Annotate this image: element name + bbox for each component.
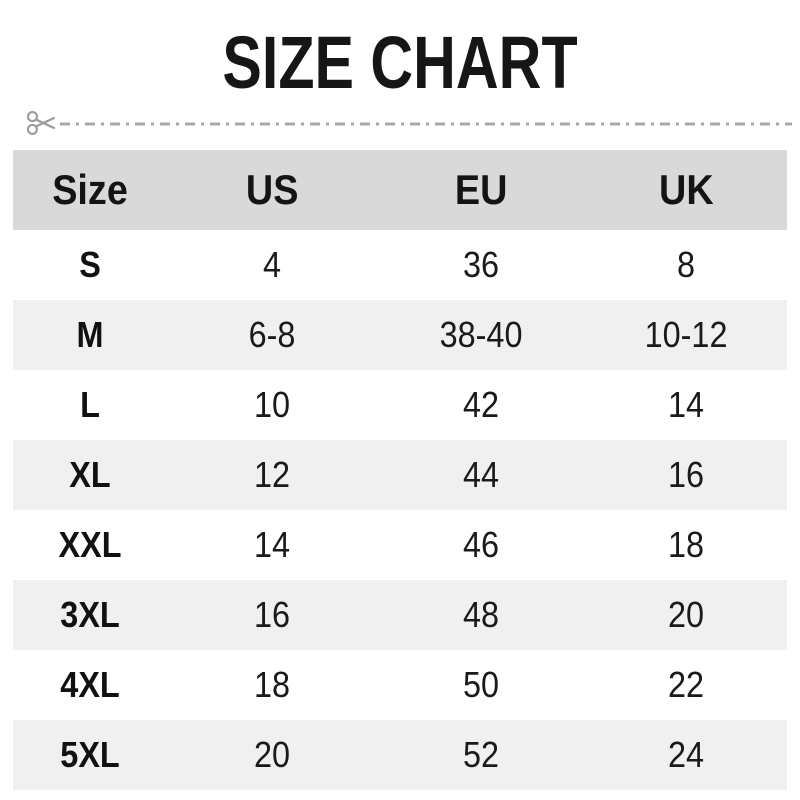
table-row-s: S 4 36 8 [13,230,787,300]
dashed-cut-rule [60,122,792,126]
cell-text: 52 [463,734,500,775]
size-cell: M [13,300,168,370]
value-cell: 20 [586,580,787,650]
value-cell: 10 [168,370,377,440]
value-cell: 36 [377,230,586,300]
value-cell: 16 [168,580,377,650]
value-cell: 22 [586,650,787,720]
size-cell: XL [13,440,168,510]
size-table-head: Size US EU UK [13,150,787,230]
cell-text: Size [52,166,129,213]
scissors-icon [26,111,56,135]
table-row-xl: XL 12 44 16 [13,440,787,510]
cell-text: 14 [668,384,705,425]
cell-text: EU [454,166,508,213]
cell-text: 20 [254,734,291,775]
size-cell: L [13,370,168,440]
table-row-5xl: 5XL 20 52 24 [13,720,787,790]
value-cell: 52 [377,720,586,790]
cell-text: 8 [677,244,696,285]
cell-text: 4 [263,244,282,285]
header-row: Size US EU UK [13,150,787,230]
cell-text: 20 [668,594,705,635]
cell-text: 14 [254,524,291,565]
column-header-uk: UK [586,150,787,230]
table-row-3xl: 3XL 16 48 20 [13,580,787,650]
size-table-body: S 4 36 8 M 6-8 38-40 10-12 L 10 42 14 XL 12 44 16 XXL 14 4… [13,230,787,790]
value-cell: 48 [377,580,586,650]
value-cell: 14 [586,370,787,440]
value-cell: 18 [168,650,377,720]
value-cell: 12 [168,440,377,510]
page-title: SIZE CHART [222,21,578,104]
cell-text: 3XL [60,594,121,635]
column-header-us: US [168,150,377,230]
value-cell: 10-12 [586,300,787,370]
cell-text: UK [659,166,714,213]
cell-text: 44 [463,454,500,495]
value-cell: 4 [168,230,377,300]
table-row-l: L 10 42 14 [13,370,787,440]
cell-text: 6-8 [248,314,296,355]
cell-text: 46 [463,524,500,565]
size-table-container: Size US EU UK S 4 36 8 M 6-8 38-40 10-12 L 10 42 14 XL 1… [13,150,787,790]
cell-text: 18 [668,524,705,565]
cut-line [26,106,792,140]
value-cell: 6-8 [168,300,377,370]
cell-text: US [246,166,299,213]
value-cell: 24 [586,720,787,790]
value-cell: 50 [377,650,586,720]
size-chart-table: Size US EU UK S 4 36 8 M 6-8 38-40 10-12 L 10 42 14 XL 1… [13,150,787,790]
size-cell: 3XL [13,580,168,650]
column-header-size: Size [13,150,168,230]
cell-text: 48 [463,594,500,635]
cell-text: 50 [463,664,500,705]
cell-text: 10-12 [644,314,728,355]
table-row-xxl: XXL 14 46 18 [13,510,787,580]
size-cell: XXL [13,510,168,580]
table-row-4xl: 4XL 18 50 22 [13,650,787,720]
value-cell: 14 [168,510,377,580]
cell-text: 16 [254,594,291,635]
value-cell: 38-40 [377,300,586,370]
value-cell: 42 [377,370,586,440]
cell-text: L [80,384,101,425]
size-cell: S [13,230,168,300]
cell-text: 18 [254,664,291,705]
value-cell: 20 [168,720,377,790]
cell-text: 36 [463,244,500,285]
cell-text: 12 [254,454,291,495]
cell-text: 4XL [60,664,121,705]
cell-text: 5XL [60,734,121,775]
value-cell: 44 [377,440,586,510]
value-cell: 46 [377,510,586,580]
cell-text: 10 [254,384,291,425]
size-cell: 4XL [13,650,168,720]
cell-text: 16 [668,454,705,495]
cell-text: 24 [668,734,705,775]
cell-text: 42 [463,384,500,425]
cell-text: 22 [668,664,705,705]
value-cell: 18 [586,510,787,580]
cell-text: XL [69,454,112,495]
value-cell: 8 [586,230,787,300]
column-header-eu: EU [377,150,586,230]
size-cell: 5XL [13,720,168,790]
cell-text: 38-40 [439,314,523,355]
value-cell: 16 [586,440,787,510]
cell-text: M [76,314,104,355]
cell-text: XXL [58,524,122,565]
cell-text: S [79,244,102,285]
table-row-m: M 6-8 38-40 10-12 [13,300,787,370]
